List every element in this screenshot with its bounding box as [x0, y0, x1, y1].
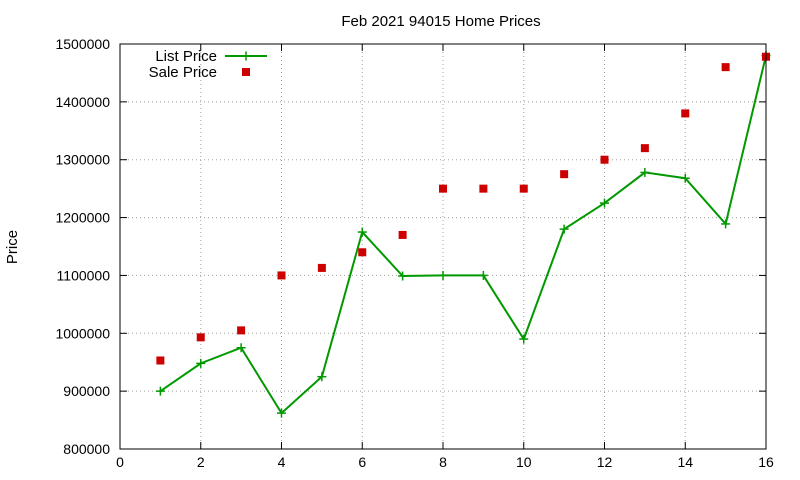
x-tick-label: 2: [197, 454, 205, 470]
data-point: [600, 155, 609, 164]
x-tick-label: 4: [278, 454, 286, 470]
data-point: [438, 270, 448, 280]
data-point: [681, 109, 690, 118]
legend-swatch-marker: [242, 68, 250, 76]
data-point: [439, 184, 447, 193]
y-tick-label: 800000: [63, 441, 110, 457]
series-line: [159, 55, 767, 415]
data-point: [680, 173, 690, 183]
data-point: [236, 343, 246, 353]
data-point: [721, 219, 731, 229]
y-tick-label: 1200000: [55, 210, 110, 226]
data-point: [317, 263, 326, 272]
legend-swatch-marker: [241, 51, 251, 61]
data-point: [196, 333, 205, 342]
data-point: [357, 227, 367, 237]
data-point: [519, 334, 529, 344]
series-list-price: [155, 51, 771, 418]
x-tick-label: 14: [677, 454, 693, 470]
data-point: [478, 270, 488, 280]
data-point: [156, 356, 165, 365]
y-tick-label: 1300000: [55, 152, 110, 168]
data-point: [398, 271, 408, 281]
x-tick-label: 12: [597, 454, 613, 470]
x-tick-label: 8: [439, 454, 447, 470]
plot-frame: [119, 43, 767, 450]
y-axis-label: Price: [4, 230, 21, 264]
data-point: [560, 170, 569, 179]
data-point: [155, 386, 165, 396]
data-point: [277, 408, 286, 418]
data-point: [237, 326, 246, 335]
x-tick-label: 16: [758, 454, 774, 470]
data-point: [559, 224, 569, 234]
y-tick-label: 1100000: [57, 267, 111, 283]
data-point: [600, 198, 609, 208]
x-tick-label: 10: [516, 454, 532, 470]
y-tick-label: 1000000: [55, 325, 110, 341]
y-tick-label: 900000: [63, 383, 110, 399]
tick-labels: 800000 900000 1000000 1100000 1200000 1300000…: [55, 36, 774, 470]
plot-series: [155, 51, 771, 418]
y-tick-label: 1400000: [55, 94, 110, 110]
data-point: [277, 271, 286, 280]
chart-title: Feb 2021 94015 Home Prices: [341, 13, 540, 30]
data-point: [640, 144, 649, 153]
data-point: [317, 372, 327, 382]
y-tick-label: 1500000: [55, 36, 110, 52]
data-point: [398, 230, 407, 239]
series-sale-price: [156, 52, 770, 365]
legend-label: Sale Price: [149, 64, 217, 81]
data-point: [196, 358, 206, 368]
legend-label: List Price: [155, 48, 217, 65]
x-tick-label: 0: [116, 454, 124, 470]
data-point: [640, 167, 650, 177]
data-point: [479, 184, 488, 193]
data-point: [721, 63, 730, 72]
data-point: [358, 248, 367, 257]
x-tick-label: 6: [358, 454, 366, 470]
data-point: [519, 184, 528, 193]
